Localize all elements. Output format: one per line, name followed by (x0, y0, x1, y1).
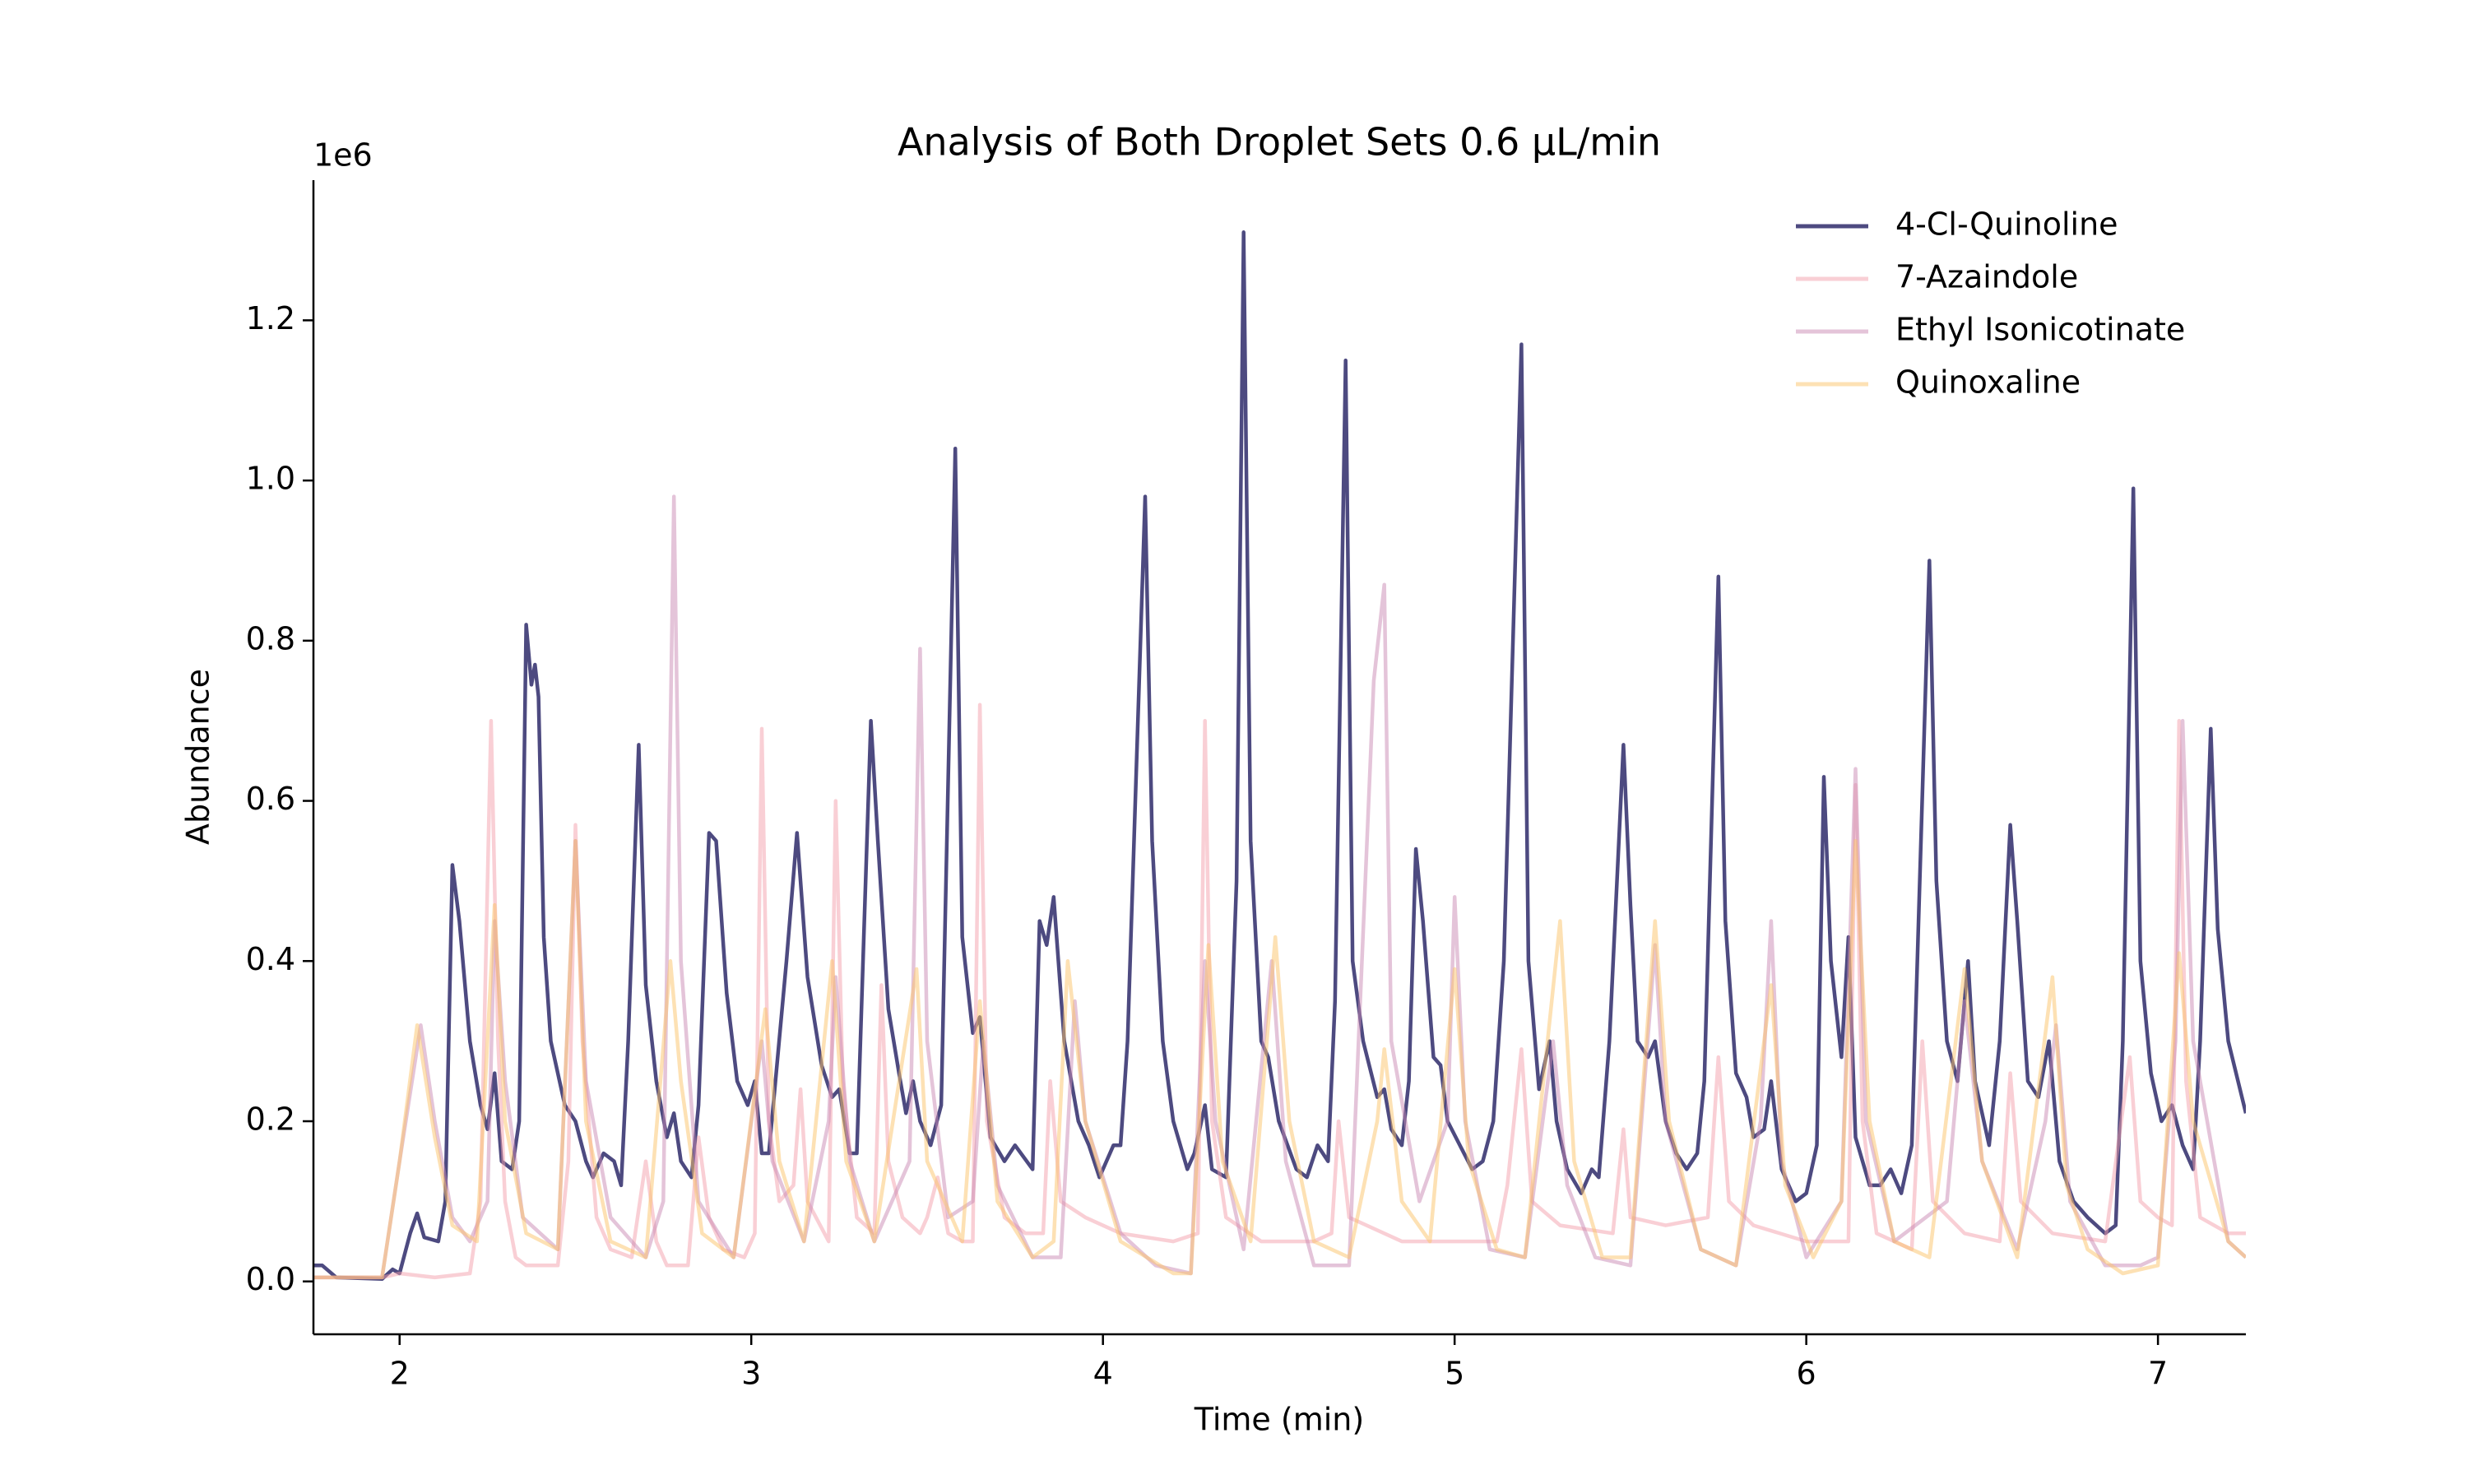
y-tick-label: 0.0 (246, 1261, 295, 1297)
legend-label: 4-Cl-Quinoline (1895, 206, 2118, 243)
series-line (313, 230, 2246, 1282)
x-tick-label: 3 (741, 1356, 761, 1392)
x-tick-label: 6 (1797, 1356, 1816, 1392)
chart-title: Analysis of Both Droplet Sets 0.6 µL/min (898, 120, 1661, 165)
y-offset-label: 1e6 (313, 137, 373, 174)
legend-label: Ethyl Isonicotinate (1895, 312, 2185, 348)
y-tick-label: 0.8 (246, 620, 295, 656)
y-tick-label: 0.6 (246, 781, 295, 817)
plot-area (313, 230, 2246, 1282)
x-tick-label: 4 (1093, 1356, 1113, 1392)
x-axis-label: Time (min) (1194, 1402, 1364, 1438)
x-tick-label: 2 (390, 1356, 410, 1392)
y-tick-label: 1.0 (246, 461, 295, 497)
legend-label: Quinoxaline (1895, 364, 2081, 401)
x-tick-label: 5 (1445, 1356, 1464, 1392)
series-line (313, 838, 2246, 1280)
series-line (313, 494, 2246, 1280)
x-tick-label: 7 (2148, 1356, 2168, 1392)
legend-label: 7-Azaindole (1895, 259, 2078, 295)
y-axis-label: Abundance (180, 669, 216, 845)
y-tick-label: 1.2 (246, 300, 295, 336)
y-tick-label: 0.4 (246, 941, 295, 977)
y-tick-label: 0.2 (246, 1101, 295, 1138)
